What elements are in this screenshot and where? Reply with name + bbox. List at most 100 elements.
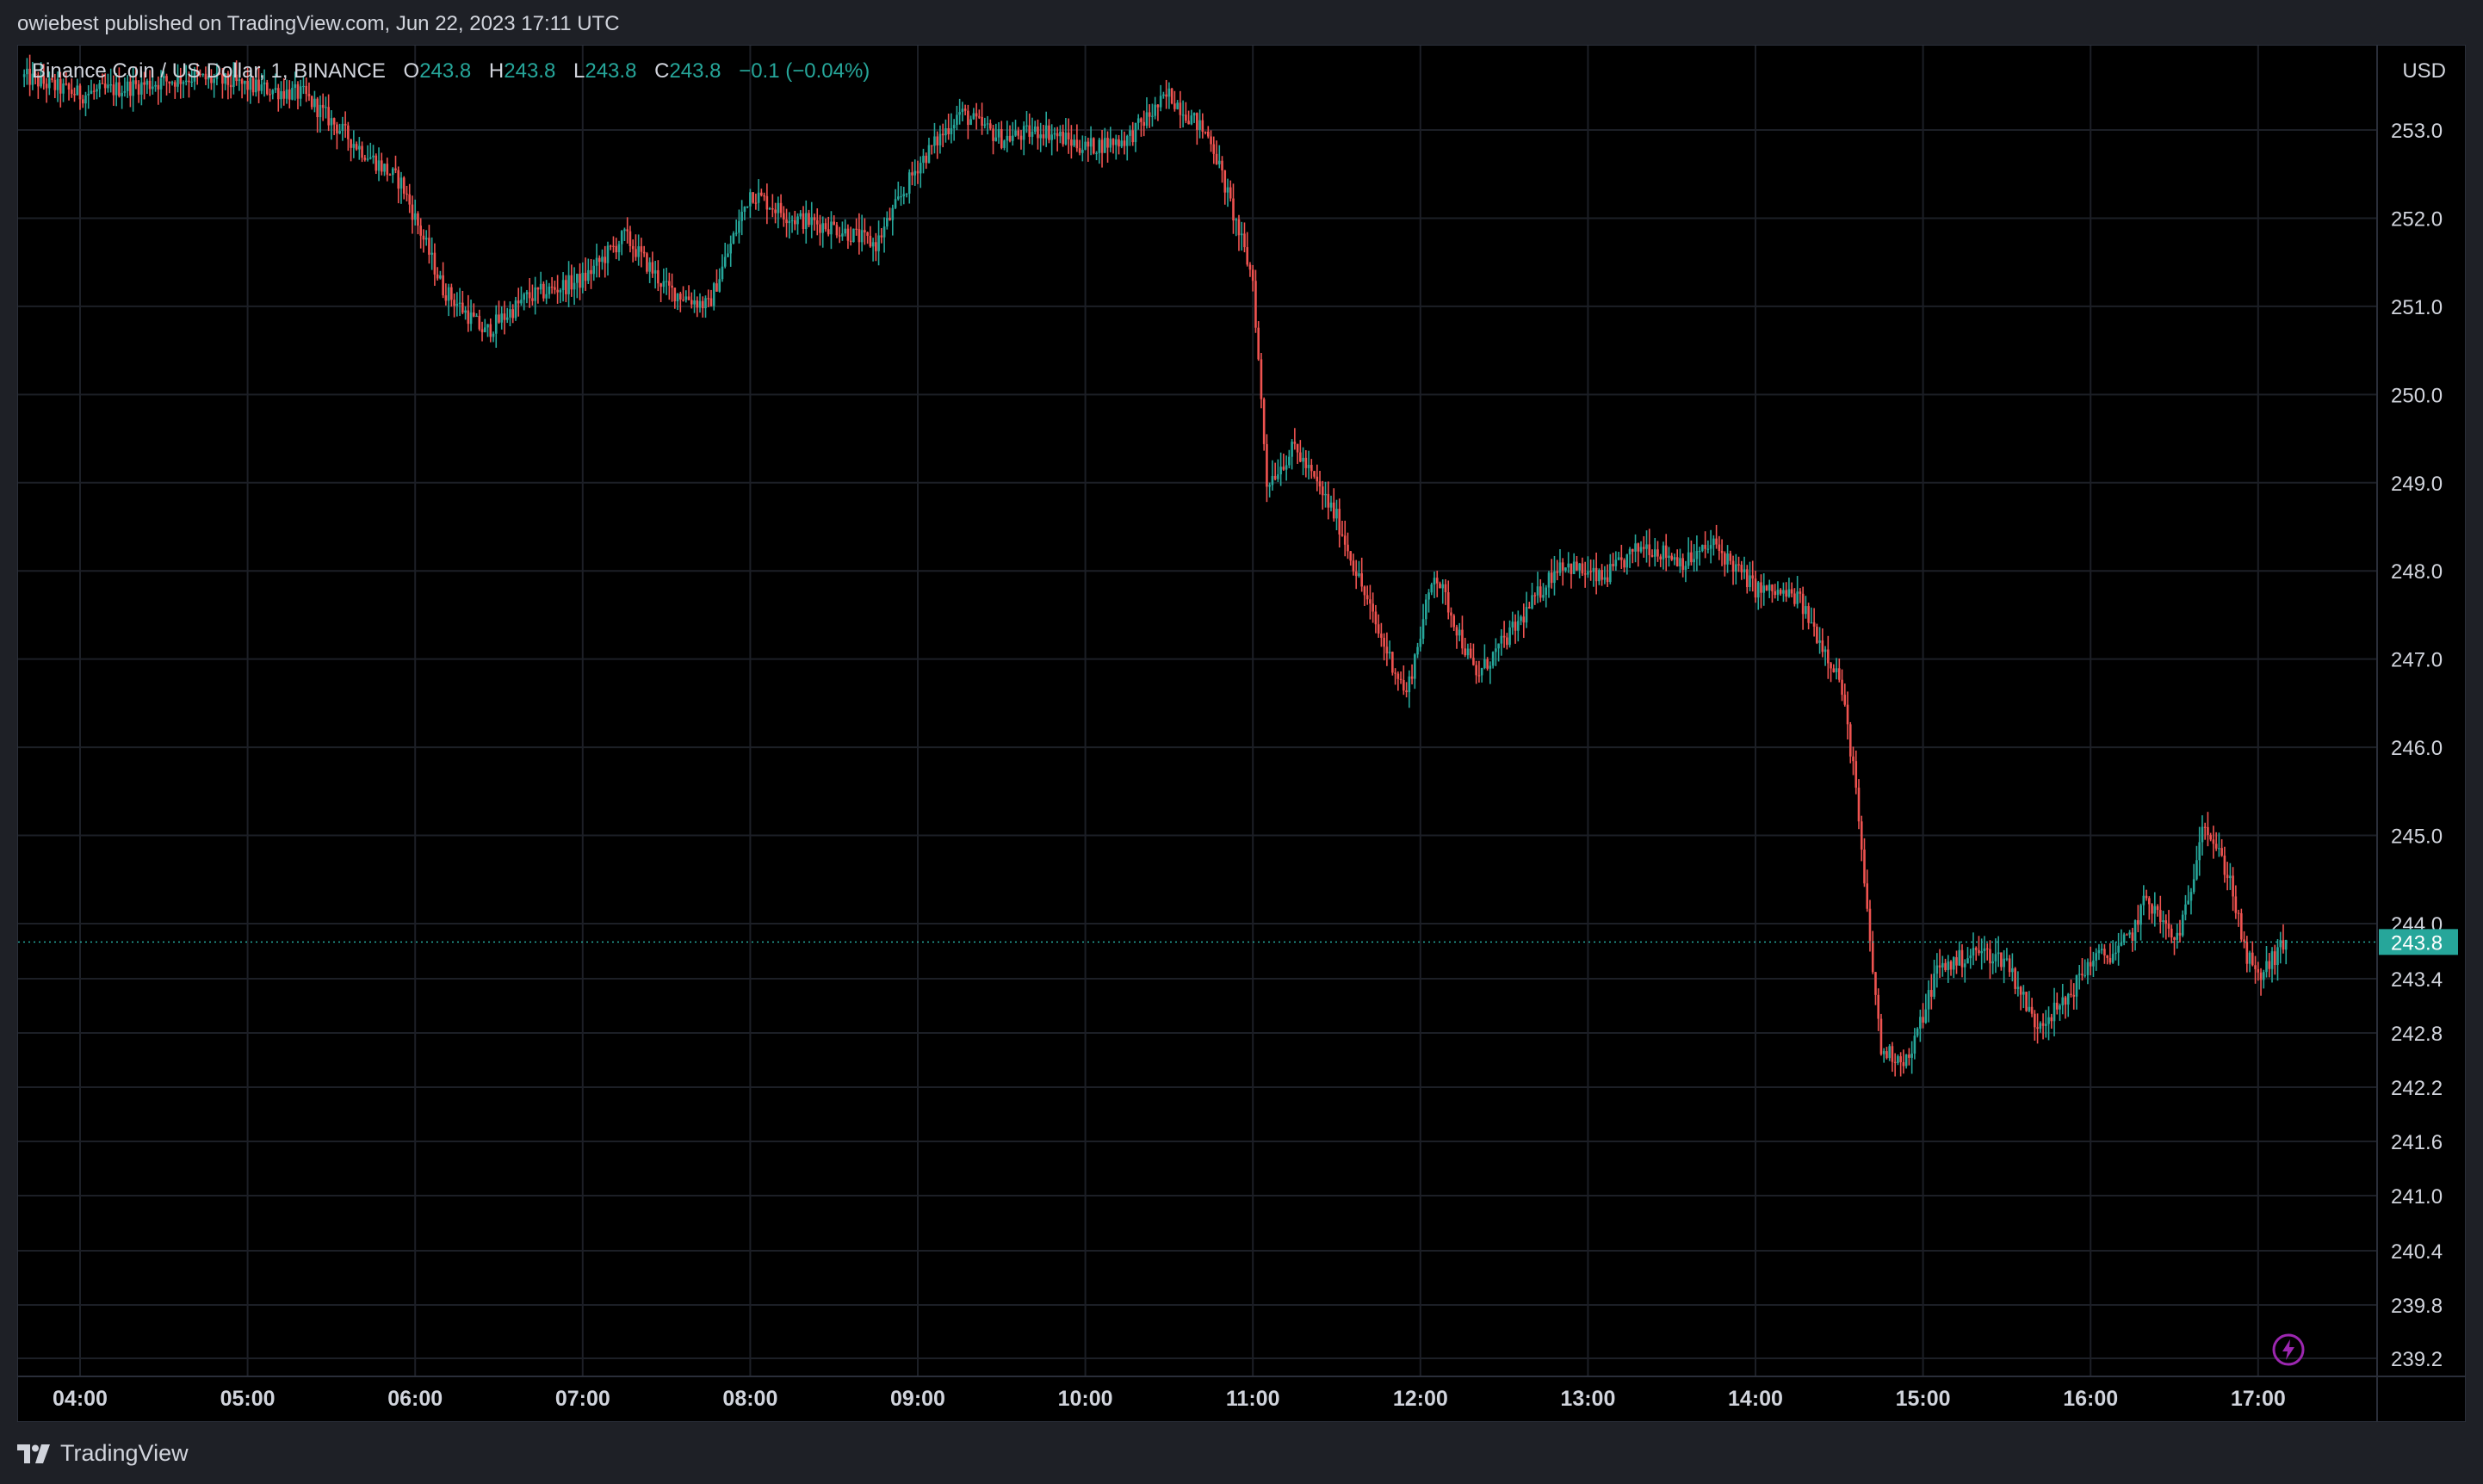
footer-brand[interactable]: TradingView [17, 1440, 189, 1467]
candle-body [628, 231, 632, 246]
candle-body [1556, 571, 1559, 573]
candle-body [1011, 135, 1014, 141]
candle-body [894, 199, 897, 208]
candle-body [199, 73, 201, 76]
candle-body [1271, 475, 1274, 485]
candle-body [1048, 125, 1050, 140]
candle-body [78, 85, 82, 100]
candle-body [2192, 879, 2195, 893]
candle-body [1396, 673, 1400, 679]
candle-body [2181, 914, 2184, 936]
candle-body [2268, 961, 2271, 969]
candle-body [2145, 895, 2148, 899]
candle-body [2170, 928, 2173, 938]
candle-body [989, 123, 992, 129]
candle-body [1938, 965, 1941, 968]
candle-body [1587, 571, 1589, 575]
candle-body [1852, 756, 1855, 762]
candle-body [1816, 626, 1818, 643]
candle-body [1653, 549, 1656, 557]
candle-body [2279, 940, 2282, 948]
candle-body [693, 300, 696, 305]
candle-body [922, 155, 925, 164]
candle-body [2066, 993, 2070, 1005]
candle-body [363, 158, 367, 160]
candle-body [727, 253, 729, 257]
candle-body [1978, 949, 1980, 954]
candle-body [1192, 113, 1196, 116]
candle-body [2243, 939, 2245, 943]
candlestick-chart[interactable]: 253.0 252.0 251.0 250.0 249.0 248.0 247.0 246.0… [18, 46, 2465, 1421]
time-tick-label: 06:00 [387, 1387, 443, 1411]
candle-body [653, 269, 657, 274]
candle-body [154, 84, 157, 87]
candle-body [927, 145, 931, 164]
candle-body [1120, 140, 1124, 147]
candle-body [1927, 990, 1930, 1010]
candle-body [790, 220, 794, 221]
candle-body [1310, 465, 1313, 472]
candle-body [1486, 659, 1489, 669]
candle-body [1553, 571, 1556, 584]
candle-body [2028, 1006, 2031, 1011]
footer-brand-text: TradingView [60, 1440, 189, 1466]
candle-body [774, 209, 777, 213]
candle-body [302, 85, 305, 88]
candle-body [1358, 573, 1360, 577]
candle-body [950, 128, 953, 135]
candle-body [1008, 135, 1012, 141]
candle-body [1695, 551, 1699, 560]
candle-body [190, 81, 194, 83]
candle-body [1737, 564, 1740, 566]
candle-body [734, 232, 738, 234]
candle-body [380, 160, 383, 172]
candle-body [146, 80, 149, 85]
candle-body [1402, 680, 1405, 691]
candle-body [2184, 904, 2187, 915]
candle-body [785, 219, 788, 224]
candle-body [581, 272, 585, 288]
candle-body [1656, 549, 1659, 557]
candle-body [84, 95, 87, 104]
price-tick-label: 240.4 [2391, 1240, 2443, 1264]
candle-body [1380, 634, 1383, 638]
symbol-name[interactable]: Binance Coin / US Dollar, 1, BINANCE [32, 59, 386, 83]
candle-body [1033, 126, 1037, 132]
candle-body [62, 83, 65, 94]
candle-body [1857, 788, 1861, 822]
currency-label[interactable]: USD [2402, 59, 2446, 83]
candle-body [56, 78, 59, 90]
candle-body [2237, 912, 2240, 914]
candle-body [1637, 543, 1640, 552]
candle-body [338, 131, 341, 134]
candle-body [1458, 629, 1461, 636]
candle-body [358, 145, 361, 150]
candle-body [266, 82, 269, 95]
candle-body [1969, 955, 1972, 959]
candle-body [1871, 941, 1874, 973]
candle-body [799, 213, 802, 217]
candle-body [1497, 643, 1500, 649]
candle-body [458, 302, 461, 304]
chart-panel[interactable]: 253.0 252.0 251.0 250.0 249.0 248.0 247.0 246.0… [17, 45, 2466, 1422]
candle-body [1796, 591, 1799, 604]
candle-body [2030, 1006, 2034, 1014]
candle-body [475, 315, 478, 318]
candle-body [2254, 965, 2257, 969]
candle-body [1176, 102, 1179, 109]
candle-body [896, 196, 900, 200]
lightning-icon[interactable] [2271, 1333, 2306, 1367]
candle-body [221, 74, 224, 84]
price-tick-label: 251.0 [2391, 296, 2443, 319]
candle-body [975, 113, 978, 117]
candle-body [561, 280, 565, 291]
candle-body [1053, 133, 1056, 135]
candle-body [1749, 575, 1751, 588]
candle-body [1709, 545, 1712, 549]
candle-body [637, 246, 640, 257]
candle-body [1142, 121, 1146, 127]
price-tick-label: 239.8 [2391, 1295, 2443, 1318]
candle-body [556, 289, 559, 293]
candle-body [1745, 569, 1749, 588]
candle-body [1477, 675, 1481, 677]
